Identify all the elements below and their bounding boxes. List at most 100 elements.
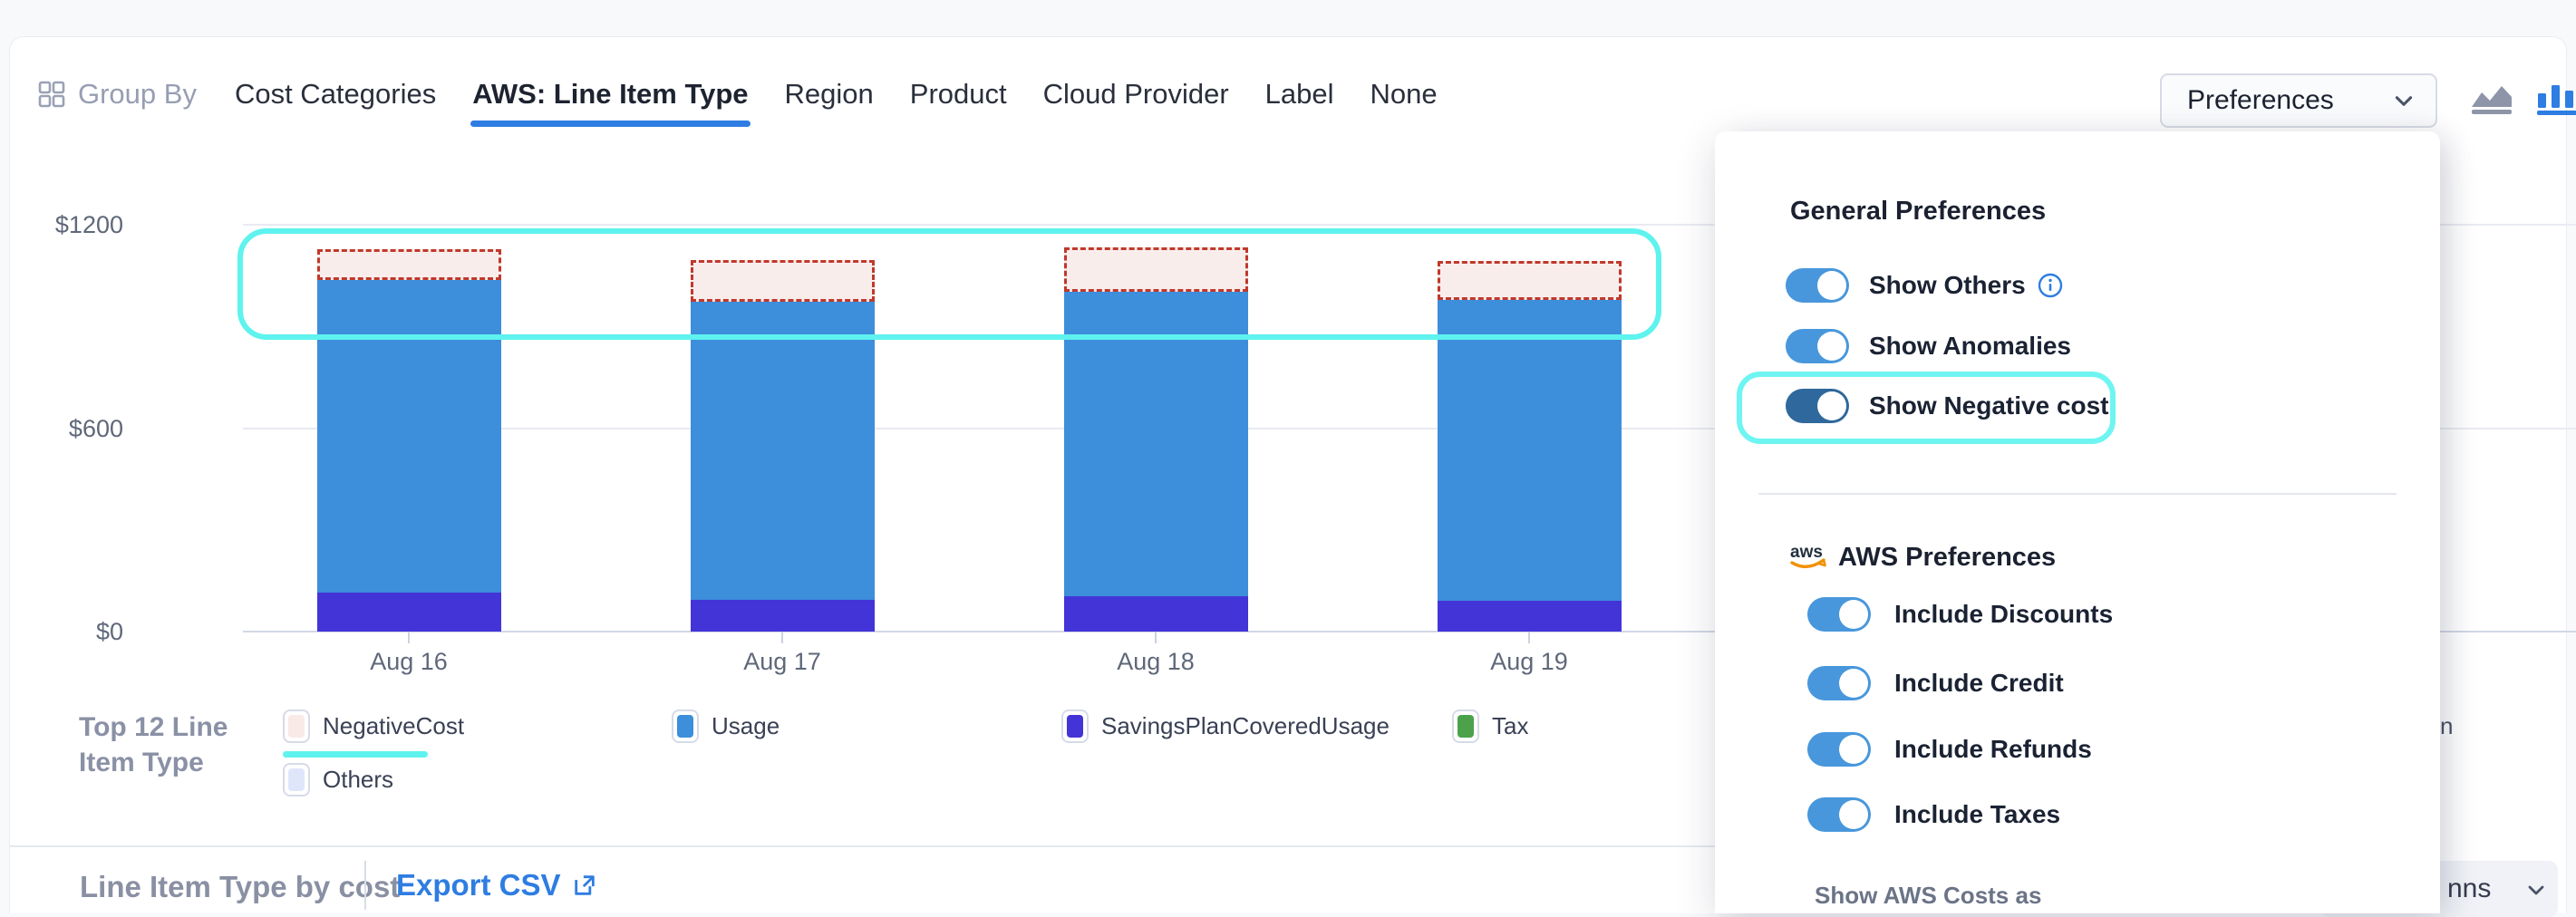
x-axis-tick — [1528, 632, 1530, 643]
tab-none[interactable]: None — [1370, 78, 1438, 110]
toggle-include-credit[interactable] — [1807, 666, 1871, 700]
toggle-show-others[interactable] — [1786, 268, 1849, 303]
legend-highlight-underline — [283, 751, 428, 758]
toggle-label-include-credit: Include Credit — [1894, 669, 2064, 698]
table-section-title: Line Item Type by cost — [80, 870, 401, 903]
group-by-tabs: Cost Categories AWS: Line Item Type Region… — [233, 71, 1439, 127]
export-csv-label: Export CSV — [396, 868, 561, 902]
legend-title: Top 12 Line Item Type — [79, 712, 228, 777]
x-axis-label-aug-16: Aug 16 — [370, 648, 448, 675]
toggle-label-text: Show Negative cost — [1869, 391, 2109, 420]
legend-item-others[interactable]: Others — [283, 763, 393, 796]
group-by-label-wrap: Group By — [38, 71, 197, 111]
legend-label: Others — [323, 766, 394, 793]
columns-button-label: nns — [2447, 874, 2492, 903]
legend-item-savingsplancoveredusage[interactable]: SavingsPlanCoveredUsage — [1061, 709, 1390, 743]
x-axis-label-aug-17: Aug 17 — [743, 648, 821, 675]
tab-cloud-provider[interactable]: Cloud Provider — [1042, 78, 1229, 110]
toggle-label-text: Show Anomalies — [1869, 332, 2072, 360]
legend-label: Usage — [712, 712, 780, 739]
gridline-1200 — [243, 224, 2576, 226]
bar-chart-icon[interactable] — [2534, 80, 2576, 120]
legend-label: SavingsPlanCoveredUsage — [1101, 712, 1390, 739]
aws-preferences-title: AWS Preferences — [1838, 542, 2057, 572]
bar-segment-negativecost-aug-19[interactable] — [1437, 261, 1622, 301]
toggle-include-discounts[interactable] — [1807, 597, 1871, 632]
bar-segment-negativecost-aug-17[interactable] — [690, 259, 875, 302]
legend-label: NegativeCost — [323, 712, 465, 739]
tab-aws-line-item-type[interactable]: AWS: Line Item Type — [470, 71, 751, 127]
x-axis-tick — [408, 632, 410, 643]
aws-logo-icon: aws — [1790, 543, 1826, 568]
toggle-label-text: Include Credit — [1894, 669, 2064, 697]
bar-segment-negativecost-aug-16[interactable] — [316, 248, 501, 280]
bar-segment-savingsplancoveredusage-aug-16[interactable] — [316, 592, 501, 632]
preferences-button-label: Preferences — [2187, 85, 2334, 115]
toggle-include-refunds[interactable] — [1807, 732, 1871, 767]
legend-item-tax[interactable]: Tax — [1452, 709, 1528, 743]
footer-vertical-divider — [364, 861, 366, 910]
toggle-label-show-others: Show Others — [1869, 271, 2064, 300]
toggle-show-anomalies[interactable] — [1786, 329, 1849, 363]
tab-product[interactable]: Product — [909, 78, 1007, 110]
bar-segment-usage-aug-17[interactable] — [690, 301, 875, 600]
toggle-show-negative-cost[interactable] — [1786, 389, 1849, 423]
tab-label[interactable]: Label — [1264, 78, 1334, 110]
chevron-down-icon — [2528, 885, 2544, 895]
legend-item-negativecost[interactable]: NegativeCost — [283, 709, 464, 743]
legend-swatch-negativecost — [283, 709, 310, 743]
legend-swatch-usage — [672, 709, 699, 743]
x-axis-label-aug-18: Aug 18 — [1117, 648, 1195, 675]
x-axis-tick — [1155, 632, 1157, 643]
x-axis-tick — [781, 632, 783, 643]
bar-segment-negativecost-aug-18[interactable] — [1063, 247, 1248, 293]
gridline-600 — [243, 427, 2576, 430]
bar-segment-savingsplancoveredusage-aug-18[interactable] — [1063, 596, 1248, 632]
x-axis-label-aug-19: Aug 19 — [1490, 648, 1568, 675]
group-by-bar: Group By Cost Categories AWS: Line Item T… — [38, 71, 1439, 127]
general-preferences-title: General Preferences — [1790, 197, 2047, 226]
preferences-panel: General Preferences Show Others Show Anom… — [1715, 131, 2440, 913]
grid-icon — [38, 81, 65, 108]
toggle-label-show-negative-cost: Show Negative cost — [1869, 391, 2109, 420]
bar-segment-savingsplancoveredusage-aug-17[interactable] — [690, 599, 875, 632]
area-chart-icon[interactable] — [2469, 80, 2514, 120]
toggle-label-text: Include Discounts — [1894, 600, 2114, 628]
group-by-label: Group By — [78, 78, 197, 110]
y-axis-label-0: $0 — [95, 618, 123, 645]
legend-overflow-fragment: n — [2440, 712, 2454, 739]
bar-segment-usage-aug-18[interactable] — [1063, 292, 1248, 597]
toggle-label-include-refunds: Include Refunds — [1894, 735, 2092, 764]
chevron-down-icon — [2395, 96, 2413, 106]
toggle-label-include-discounts: Include Discounts — [1894, 600, 2113, 629]
legend-label: Tax — [1492, 712, 1529, 739]
legend-item-usage[interactable]: Usage — [672, 709, 780, 743]
bar-segment-usage-aug-16[interactable] — [316, 279, 501, 593]
toggle-label-include-taxes: Include Taxes — [1894, 800, 2060, 829]
preferences-dropdown-button[interactable]: Preferences — [2160, 73, 2437, 128]
show-aws-costs-as-label: Show AWS Costs as — [1815, 882, 2042, 909]
svg-text:aws: aws — [1790, 543, 1823, 562]
bar-segment-usage-aug-19[interactable] — [1437, 300, 1622, 601]
toggle-include-taxes[interactable] — [1807, 797, 1871, 832]
export-csv-button[interactable]: Export CSV — [396, 868, 597, 903]
toggle-label-show-anomalies: Show Anomalies — [1869, 332, 2071, 361]
info-icon[interactable] — [2037, 272, 2064, 299]
y-axis-label-1200: $1200 — [54, 211, 123, 238]
external-link-icon — [574, 875, 595, 895]
tab-cost-categories[interactable]: Cost Categories — [234, 78, 437, 110]
tab-region[interactable]: Region — [784, 78, 874, 110]
legend-swatch-savingsplancoveredusage — [1061, 709, 1089, 743]
toggle-label-text: Include Taxes — [1894, 800, 2061, 828]
toggle-label-text: Show Others — [1869, 271, 2026, 299]
gridline-0 — [243, 631, 2576, 632]
chart-type-switcher — [2469, 80, 2576, 120]
panel-divider — [1758, 493, 2397, 495]
legend-swatch-tax — [1452, 709, 1479, 743]
toggle-label-text: Include Refunds — [1894, 735, 2092, 763]
aws-preferences-header: aws AWS Preferences — [1787, 541, 2056, 574]
y-axis-label-600: $600 — [68, 414, 123, 442]
section-divider — [9, 845, 2440, 847]
bar-segment-savingsplancoveredusage-aug-19[interactable] — [1437, 600, 1622, 632]
